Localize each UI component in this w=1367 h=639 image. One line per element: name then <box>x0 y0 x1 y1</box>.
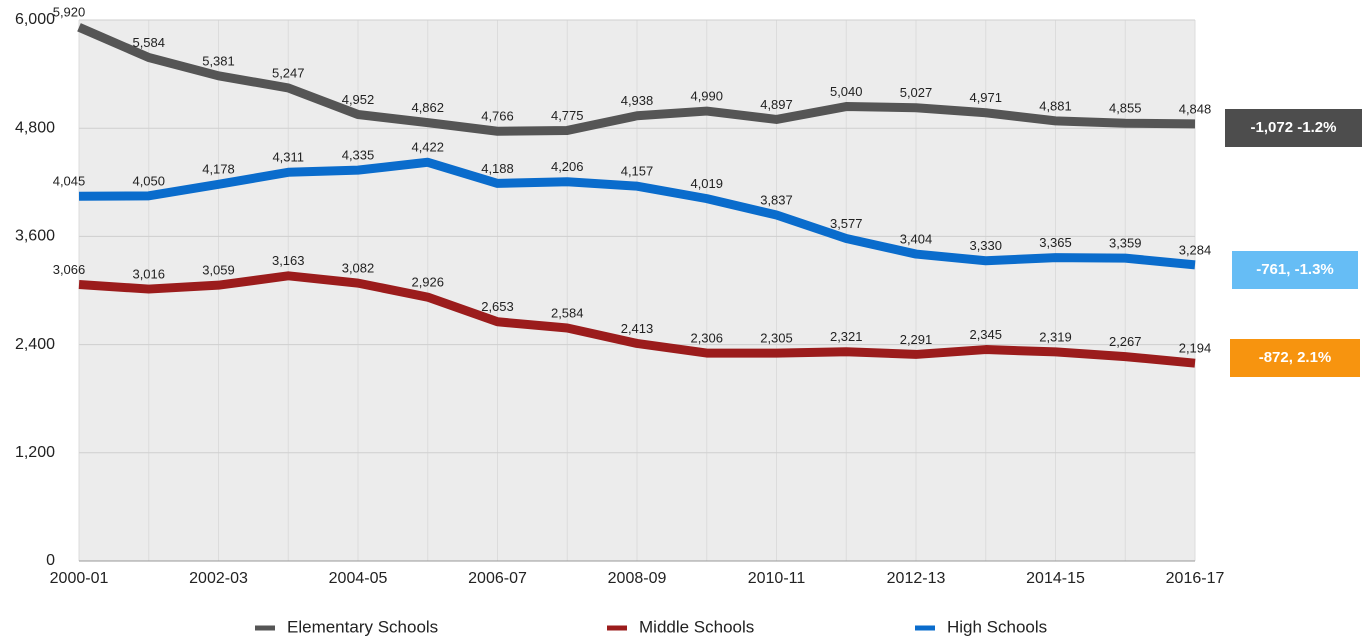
data-label: 2,345 <box>969 327 1002 342</box>
data-label: 4,311 <box>272 150 304 165</box>
data-label: 3,284 <box>1179 242 1212 257</box>
data-label: 2,926 <box>411 275 444 290</box>
data-label: 3,404 <box>900 232 933 247</box>
annotation-box <box>1225 109 1362 147</box>
data-label: 4,952 <box>342 92 375 107</box>
series-line <box>78 271 1196 368</box>
x-tick-label: 2004-05 <box>329 570 388 587</box>
data-label: 3,330 <box>969 238 1002 253</box>
data-label: 4,050 <box>132 173 165 188</box>
data-label: 5,247 <box>272 65 305 80</box>
series-line <box>77 23 1196 136</box>
x-tick-label: 2008-09 <box>608 570 667 587</box>
data-label: 4,848 <box>1179 101 1212 116</box>
data-label: 4,855 <box>1109 101 1142 116</box>
x-tick-label: 2006-07 <box>468 570 527 587</box>
annotation-text: -761, -1.3% <box>1256 261 1334 278</box>
data-label: 4,938 <box>621 93 654 108</box>
data-label: 4,019 <box>690 176 723 191</box>
series-line <box>78 157 1196 270</box>
data-label: 2,413 <box>621 321 654 336</box>
x-tick-label: 2012-13 <box>887 570 946 587</box>
data-label: 2,267 <box>1109 334 1142 349</box>
data-label: 4,990 <box>690 89 723 104</box>
y-tick-label: 4,800 <box>15 119 55 136</box>
data-label: 2,321 <box>830 329 863 344</box>
data-label: 2,194 <box>1179 341 1212 356</box>
data-label: 2,319 <box>1039 329 1072 344</box>
data-label: 2,305 <box>760 331 793 346</box>
data-label: 4,862 <box>411 100 444 115</box>
data-label: 4,881 <box>1039 98 1072 113</box>
y-tick-label: 0 <box>46 552 55 569</box>
data-label: 4,897 <box>760 97 793 112</box>
y-tick-label: 6,000 <box>15 11 55 28</box>
x-tick-label: 2000-01 <box>50 570 109 587</box>
x-tick-label: 2010-11 <box>748 570 806 587</box>
data-label: 3,359 <box>1109 236 1142 251</box>
data-label: 5,381 <box>202 53 235 68</box>
data-label: 3,082 <box>342 261 375 276</box>
y-tick-label: 3,600 <box>15 228 55 245</box>
data-label: 3,016 <box>132 266 165 281</box>
data-label: 4,971 <box>969 90 1002 105</box>
x-tick-label: 2016-17 <box>1166 570 1225 587</box>
data-label: 4,206 <box>551 159 584 174</box>
data-label: 3,059 <box>202 263 235 278</box>
data-label: 3,365 <box>1039 235 1072 250</box>
data-label: 4,335 <box>342 148 375 163</box>
annotation-box <box>1230 339 1360 377</box>
data-label: 3,066 <box>53 262 86 277</box>
data-label: 4,766 <box>481 109 514 124</box>
data-label: 3,577 <box>830 216 863 231</box>
legend-label: Middle Schools <box>639 617 754 636</box>
data-label: 2,653 <box>481 299 514 314</box>
data-label: 5,920 <box>53 5 86 20</box>
data-label: 5,584 <box>132 35 165 50</box>
y-tick-label: 2,400 <box>15 336 55 353</box>
data-label: 4,422 <box>411 140 444 155</box>
data-label: 4,775 <box>551 108 584 123</box>
annotation-text: -872, 2.1% <box>1259 349 1332 366</box>
data-label: 2,306 <box>690 331 723 346</box>
data-label: 5,027 <box>900 85 933 100</box>
data-label: 2,291 <box>900 332 933 347</box>
data-label: 5,040 <box>830 84 863 99</box>
data-label: 3,163 <box>272 253 305 268</box>
data-label: 4,188 <box>481 161 514 176</box>
y-tick-label: 1,200 <box>15 444 55 461</box>
x-tick-label: 2014-15 <box>1026 570 1085 587</box>
data-label: 4,045 <box>53 174 86 189</box>
legend-label: High Schools <box>947 617 1047 636</box>
data-label: 4,178 <box>202 162 235 177</box>
data-label: 3,837 <box>760 192 793 207</box>
data-label: 2,584 <box>551 305 584 320</box>
annotation-text: -1,072 -1.2% <box>1251 119 1337 136</box>
legend-label: Elementary Schools <box>287 617 438 636</box>
annotation-box <box>1232 251 1358 289</box>
x-tick-label: 2002-03 <box>189 570 248 587</box>
data-label: 4,157 <box>621 164 654 179</box>
